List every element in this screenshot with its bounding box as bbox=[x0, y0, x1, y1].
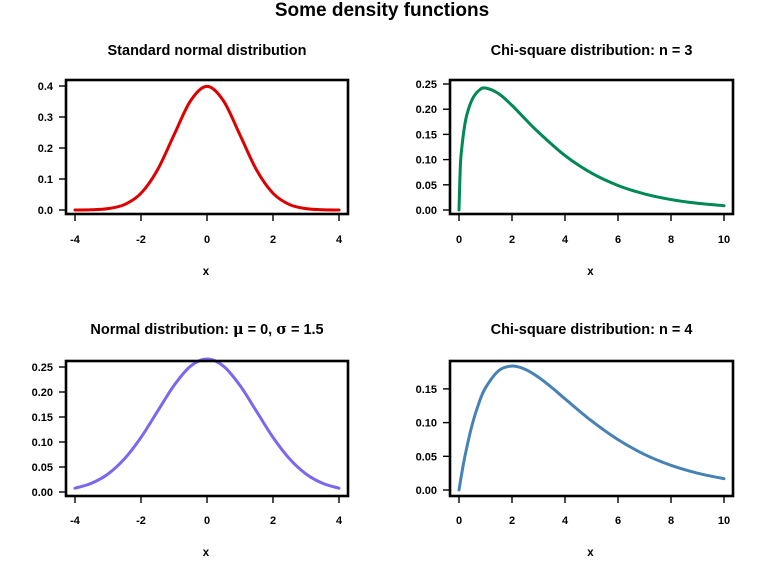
x-tick-label: 4 bbox=[336, 515, 343, 527]
y-tick-label: 0.1 bbox=[38, 174, 53, 186]
y-tick-label: 0.00 bbox=[416, 205, 437, 217]
panel-title: Chi-square distribution: n = 3 bbox=[491, 43, 693, 59]
y-tick-label: 0.2 bbox=[38, 143, 53, 155]
y-tick-label: 0.25 bbox=[32, 362, 53, 374]
plot-frame bbox=[448, 78, 735, 216]
x-tick-label: -2 bbox=[136, 515, 146, 527]
y-tick-label: 0.10 bbox=[416, 418, 437, 430]
density-curve bbox=[73, 84, 341, 212]
y-tick-label: 0.10 bbox=[32, 437, 53, 449]
x-tick-label: 2 bbox=[270, 515, 276, 527]
density-curve bbox=[73, 357, 341, 490]
panel-chi-square-n4: Chi-square distribution: n = 4 0 2 4 6 8 10 0.0… bbox=[416, 322, 735, 559]
x-tick-label: -4 bbox=[70, 515, 81, 527]
x-tick-label: 6 bbox=[615, 234, 621, 246]
x-axis-label: x bbox=[587, 547, 594, 559]
panel-title: Normal distribution: μ = 0, σ = 1.5 bbox=[90, 321, 323, 338]
plot-frame bbox=[64, 359, 350, 498]
plot-frame bbox=[448, 359, 735, 498]
y-tick-label: 0.10 bbox=[416, 155, 437, 167]
x-tick-label: 0 bbox=[456, 515, 462, 527]
y-tick-label: 0.25 bbox=[416, 79, 437, 91]
y-tick-label: 0.15 bbox=[32, 412, 53, 424]
x-tick-label: 4 bbox=[336, 234, 343, 246]
panel-normal-sigma-1-5: Normal distribution: μ = 0, σ = 1.5 -4 -2 0… bbox=[32, 321, 350, 559]
y-tick-label: 0.4 bbox=[38, 81, 54, 93]
x-tick-label: 4 bbox=[562, 515, 569, 527]
x-tick-label: -4 bbox=[70, 234, 81, 246]
y-tick-label: 0.05 bbox=[416, 451, 437, 463]
density-curve bbox=[457, 86, 726, 212]
y-tick-label: 0.05 bbox=[32, 462, 53, 474]
main-title: Some density functions bbox=[275, 0, 489, 21]
y-tick-label: 0.15 bbox=[416, 384, 437, 396]
x-tick-label: 0 bbox=[204, 234, 210, 246]
x-tick-label: 8 bbox=[668, 234, 674, 246]
x-tick-label: 0 bbox=[204, 515, 210, 527]
y-tick-label: 0.00 bbox=[416, 485, 437, 497]
panel-title: Chi-square distribution: n = 4 bbox=[491, 322, 693, 338]
y-tick-label: 0.05 bbox=[416, 180, 437, 192]
x-tick-label: 8 bbox=[668, 515, 674, 527]
panel-chi-square-n3: Chi-square distribution: n = 3 0 2 4 6 8 10 0.0… bbox=[416, 43, 735, 278]
x-tick-label: -2 bbox=[136, 234, 146, 246]
x-tick-label: 10 bbox=[718, 234, 730, 246]
panel-title: Standard normal distribution bbox=[108, 43, 307, 59]
y-tick-label: 0.20 bbox=[32, 387, 53, 399]
panel-standard-normal: Standard normal distribution -4 -2 0 2 4 0.0 0.… bbox=[38, 43, 350, 278]
x-axis-label: x bbox=[587, 266, 594, 278]
x-tick-label: 4 bbox=[562, 234, 569, 246]
x-axis-label: x bbox=[203, 547, 210, 559]
y-tick-label: 0.15 bbox=[416, 129, 437, 141]
y-tick-label: 0.3 bbox=[38, 112, 53, 124]
x-axis-label: x bbox=[203, 266, 210, 278]
x-tick-label: 10 bbox=[718, 515, 730, 527]
x-tick-label: 2 bbox=[509, 515, 515, 527]
density-curve bbox=[457, 364, 726, 492]
x-tick-label: 0 bbox=[456, 234, 462, 246]
x-tick-label: 2 bbox=[509, 234, 515, 246]
y-tick-label: 0.20 bbox=[416, 104, 437, 116]
y-tick-label: 0.0 bbox=[38, 205, 53, 217]
x-tick-label: 6 bbox=[615, 515, 621, 527]
plot-frame bbox=[64, 78, 350, 216]
y-tick-label: 0.00 bbox=[32, 487, 53, 499]
x-tick-label: 2 bbox=[270, 234, 276, 246]
